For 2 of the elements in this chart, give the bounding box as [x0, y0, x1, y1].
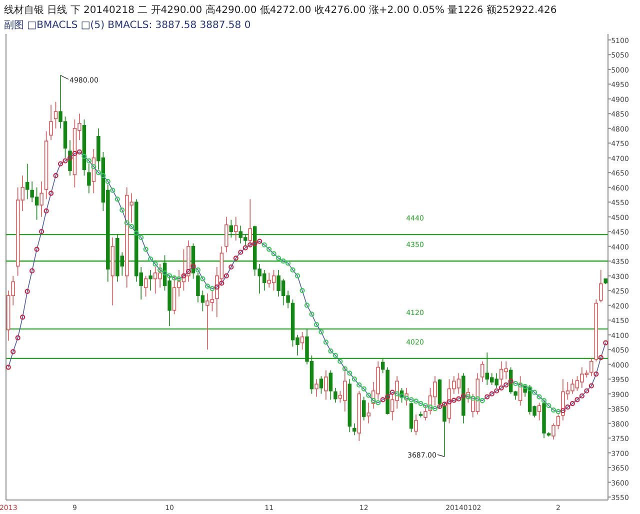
title: 线材自银 日线 下 20140218 二 开4290.00 高4290.00 低4272.00 收4276.00 涨+2.00 0.05% 量1226 额252922.426 [4, 5, 557, 16]
subtitle: 副图 □BMACLS □(5) BMACLS: 3887.58 3887.58 0 [4, 20, 251, 31]
